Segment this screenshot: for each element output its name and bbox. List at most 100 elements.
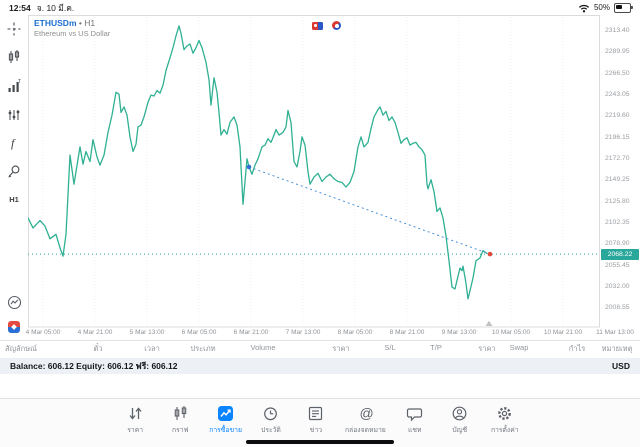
calendar-event-icons [312, 21, 341, 30]
chart-canvas[interactable] [0, 15, 640, 340]
positions-table-header: สัญลักษณ์ ตั๋ว เวลา ประเภท Volume ราคา S/L T/P ร… [0, 343, 640, 355]
tab-label: กล่องจดหมาย [344, 427, 386, 434]
time-tick: 8 Mar 21:00 [389, 329, 425, 336]
account-currency: USD [612, 361, 630, 371]
chart-region: T f H1 ETHUSDm • H1 [0, 15, 640, 340]
position-current-marker [487, 251, 493, 257]
balance-bar: Balance: 606.12 Equity: 606.12 ฟรี: 606.… [0, 358, 640, 374]
column-header[interactable]: ตั๋ว [93, 344, 103, 353]
plot-frame [28, 15, 600, 328]
time-tick: 10 Mar 21:00 [543, 329, 583, 336]
time-tick: 7 Mar 13:00 [285, 329, 321, 336]
metatrader-logo-icon[interactable] [0, 318, 28, 336]
price-tick: 2172.70 [605, 155, 630, 163]
column-header[interactable]: กำไร [568, 344, 586, 353]
mailbox-at-icon: @ [357, 405, 374, 422]
balance-summary: Balance: 606.12 Equity: 606.12 ฟรี: 606.… [10, 361, 178, 371]
chat-bubble-icon [406, 405, 423, 422]
indicators-button[interactable]: T [0, 77, 28, 95]
price-tick: 2313.40 [605, 27, 630, 34]
column-header[interactable]: เวลา [144, 344, 160, 353]
last-bar-pointer [485, 320, 493, 326]
tab-account-person[interactable]: บัญชี [444, 405, 476, 435]
status-date: จ. 10 มี.ค. [36, 2, 75, 13]
svg-text:T: T [18, 79, 21, 85]
column-header[interactable]: T/P [430, 343, 442, 352]
time-tick: 6 Mar 05:00 [181, 329, 217, 336]
timeframe-button[interactable]: H1 [9, 194, 19, 204]
price-tick: 2266.50 [605, 69, 630, 77]
tab-label: บัญชี [452, 427, 468, 434]
column-header[interactable]: Volume [250, 343, 276, 352]
time-tick: 8 Mar 05:00 [337, 329, 373, 336]
tab-label: ประวัติ [261, 427, 281, 434]
price-tick: 2078.90 [605, 240, 630, 248]
current-price-badge: 2068.22 [601, 248, 639, 260]
status-right: 50% [578, 2, 633, 13]
home-indicator[interactable] [246, 439, 394, 444]
time-tick: 4 Mar 05:00 [25, 329, 61, 336]
symbol-separator: • [78, 18, 82, 28]
column-header[interactable]: ราคา [332, 344, 350, 353]
event-flag-icon[interactable] [312, 21, 323, 30]
chart-toolbar: T f H1 [0, 15, 28, 333]
quotes-arrows-icon [127, 405, 144, 422]
price-tick: 2008.55 [605, 304, 630, 312]
quotes-circle-button[interactable] [0, 293, 28, 311]
candlestick-style-button[interactable] [0, 48, 28, 66]
column-header[interactable]: Swap [509, 343, 529, 352]
tab-quotes-arrows[interactable]: ราคา [119, 405, 151, 435]
price-tick: 2219.60 [605, 112, 630, 120]
status-left: 12:54 จ. 10 มี.ค. [9, 1, 74, 15]
tab-label: แชท [408, 427, 422, 434]
symbol-title: ETHUSDm • H1 [34, 18, 110, 29]
svg-text:@: @ [359, 405, 373, 421]
news-icon [307, 405, 324, 422]
tab-chat-bubble[interactable]: แชท [399, 405, 431, 435]
status-bar: 12:54 จ. 10 มี.ค. 50% [0, 0, 640, 15]
time-tick: 11 Mar 13:00 [596, 329, 634, 336]
tab-history-clock[interactable]: ประวัติ [255, 405, 287, 435]
price-tick: 2243.05 [605, 91, 630, 99]
tab-settings-gear[interactable]: การตั้งค่า [489, 405, 521, 435]
levels-button[interactable] [0, 106, 28, 124]
settings-gear-icon [496, 405, 513, 422]
crosshair-button[interactable] [0, 20, 28, 38]
time-tick: 6 Mar 21:00 [233, 329, 269, 336]
time-axis: 4 Mar 05:00 4 Mar 21:00 5 Mar 13:00 6 Mar 0… [0, 329, 640, 339]
tab-news[interactable]: ข่าว [300, 405, 332, 435]
tab-mailbox-at[interactable]: @ กล่องจดหมาย [345, 405, 386, 435]
history-clock-icon [262, 405, 279, 422]
price-tick: 2289.95 [605, 48, 630, 56]
column-header[interactable]: สัญลักษณ์ [5, 344, 38, 353]
trade-dotted-line [248, 166, 491, 255]
position-open-marker [246, 164, 252, 170]
price-tick: 2196.15 [605, 133, 630, 141]
tab-trade-chart[interactable]: การซื้อขาย [209, 405, 242, 435]
chart-candles-icon [172, 405, 189, 422]
event-circle-icon[interactable] [332, 21, 341, 30]
wifi-icon [578, 3, 590, 13]
section-divider [0, 340, 640, 341]
price-tick: 2125.80 [605, 197, 630, 205]
column-header[interactable]: S/L [384, 343, 396, 352]
price-tick: 2149.25 [605, 176, 630, 184]
column-header[interactable]: ประเภท [190, 344, 216, 353]
column-header[interactable]: หมายเหตุ [601, 344, 633, 353]
tab-label: ราคา [127, 427, 144, 434]
chart-header[interactable]: ETHUSDm • H1 Ethereum vs US Dollar [34, 18, 110, 38]
trade-chart-icon [217, 405, 234, 422]
time-tick: 10 Mar 05:00 [491, 329, 531, 336]
tab-chart-candles[interactable]: กราฟ [164, 405, 196, 435]
price-line-series [27, 25, 488, 300]
tab-label: การตั้งค่า [490, 427, 519, 434]
time-tick: 5 Mar 13:00 [129, 329, 165, 336]
symbol-timeframe: H1 [84, 18, 96, 28]
column-header[interactable]: ราคา [478, 344, 496, 353]
bottom-tab-bar: ราคา กราฟ การซื้อขาย ประวัติ ข่าว @ กล่องจดหมา… [0, 398, 640, 447]
tab-label: กราฟ [172, 427, 189, 434]
time-tick: 4 Mar 21:00 [77, 329, 113, 336]
functions-button[interactable]: f [0, 134, 28, 152]
objects-button[interactable] [0, 162, 28, 180]
